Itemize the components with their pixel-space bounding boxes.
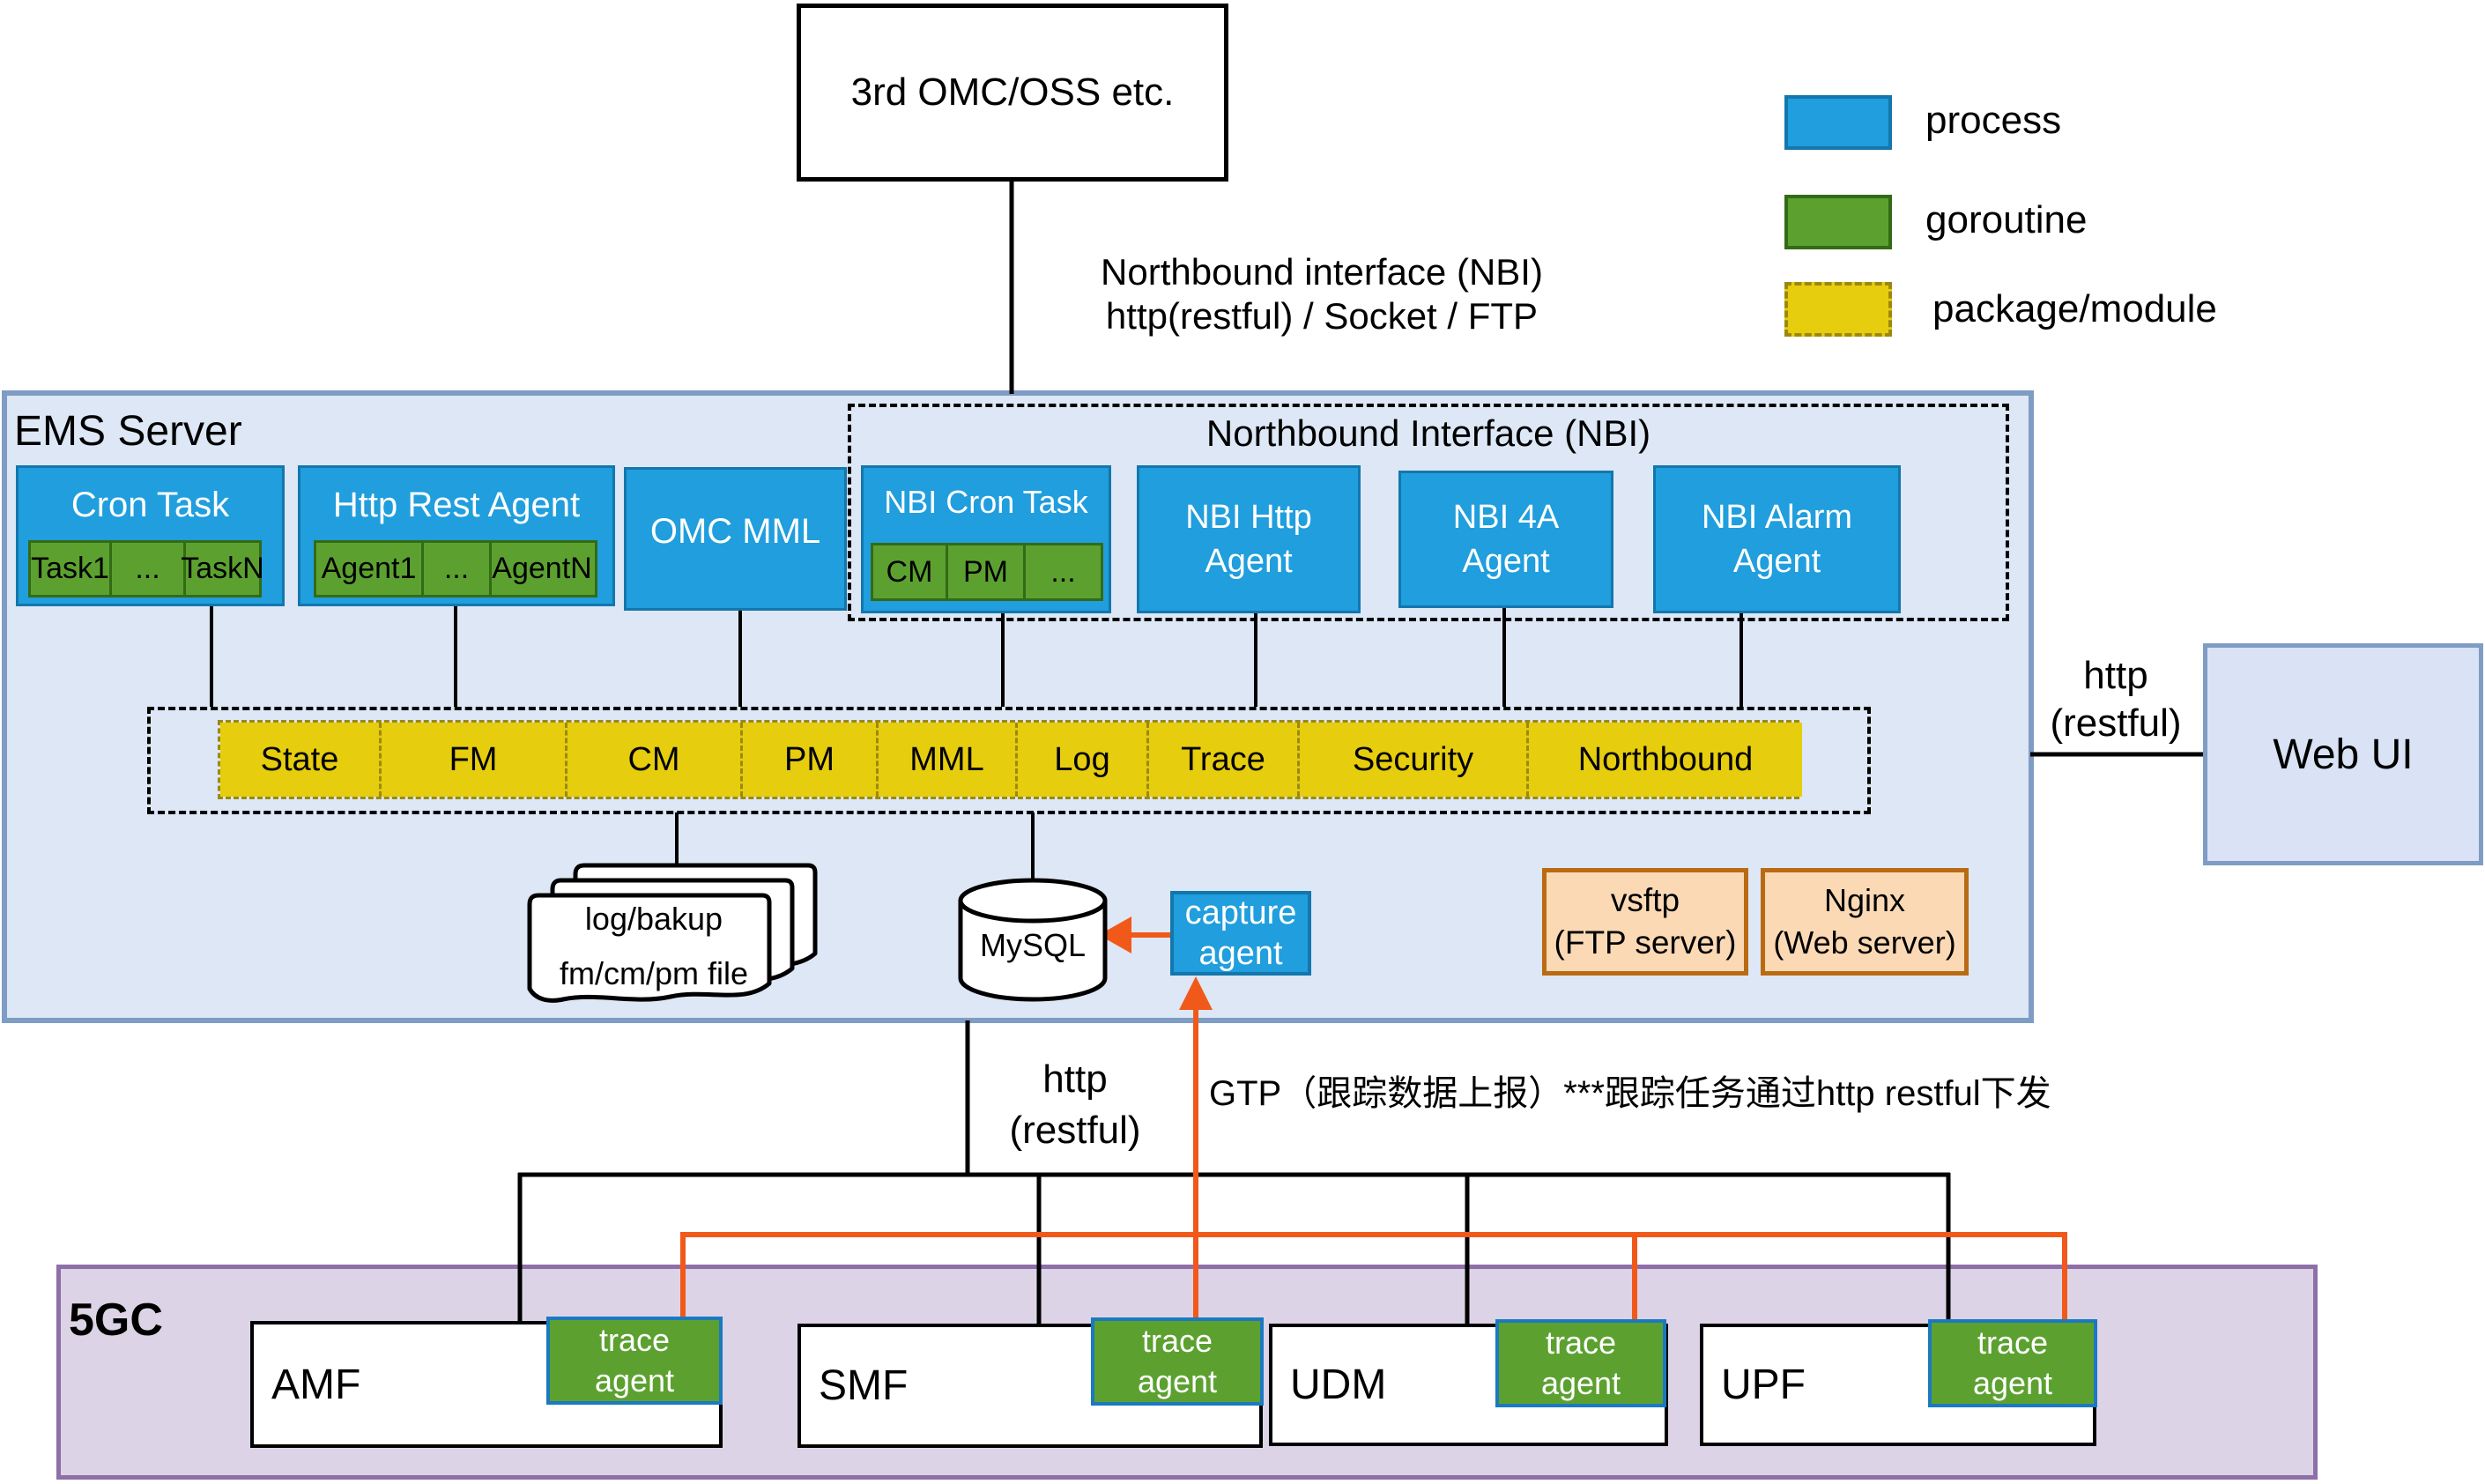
web-ui-label: Web UI xyxy=(2273,731,2414,778)
smf-label: SMF xyxy=(819,1362,909,1409)
legend-process-label: process xyxy=(1925,99,2062,142)
package-module-row: State FM CM PM MML Log Trace Security No… xyxy=(218,720,1802,799)
legend-package-swatch xyxy=(1784,282,1892,337)
pm-cell: PM xyxy=(946,545,1023,598)
ems-server-title: EMS Server xyxy=(14,408,242,455)
mysql-database-icon xyxy=(958,878,1108,1002)
capture-agent-box: capture agent xyxy=(1170,891,1311,976)
cron-task-goroutines: Task1 ... TaskN xyxy=(28,540,264,597)
omc-mml-title: OMC MML xyxy=(649,512,821,551)
nbi-http-agent-box: NBI Http Agent xyxy=(1137,465,1361,613)
legend-package-label: package/module xyxy=(1932,287,2217,330)
webui-link-label: http (restful) xyxy=(2050,654,2182,745)
module-mml: MML xyxy=(876,723,1015,797)
module-fm: FM xyxy=(379,723,565,797)
nginx-desc: (Web server) xyxy=(1773,924,1956,961)
udm-trace-agent-label: trace agent xyxy=(1540,1324,1621,1401)
module-security: Security xyxy=(1297,723,1526,797)
amf-trace-agent-label: trace agent xyxy=(594,1322,675,1399)
nbi-ellipsis-cell: ... xyxy=(1023,545,1101,598)
nbi-link-label-line2: http(restful) / Socket / FTP xyxy=(1105,295,1539,337)
legend-goroutine-swatch xyxy=(1784,195,1892,249)
module-state: State xyxy=(220,723,379,797)
vsftp-box: vsftp (FTP server) xyxy=(1542,868,1748,976)
cron-task-title: Cron Task xyxy=(70,486,230,524)
http-rest-agent-title: Http Rest Agent xyxy=(332,486,581,524)
vsftp-name: vsftp xyxy=(1610,882,1680,918)
nbi-http-agent-label: NBI Http Agent xyxy=(1185,499,1312,580)
third-party-omc-oss-box: 3rd OMC/OSS etc. xyxy=(797,4,1228,182)
nbi-dashed-container xyxy=(848,404,2009,621)
omc-mml-box: OMC MML xyxy=(624,467,847,611)
upf-label: UPF xyxy=(1721,1362,1806,1408)
web-ui-box: Web UI xyxy=(2203,643,2483,865)
capture-agent-label: capture agent xyxy=(1184,894,1297,972)
package-row-dashed-container xyxy=(147,707,1871,814)
nbi-4a-agent-label: NBI 4A Agent xyxy=(1452,499,1560,580)
taskn-cell: TaskN xyxy=(181,543,264,595)
module-northbound: Northbound xyxy=(1526,723,1802,797)
module-trace: Trace xyxy=(1146,723,1297,797)
nbi-alarm-agent-label: NBI Alarm Agent xyxy=(1701,499,1853,580)
third-party-omc-oss-label: 3rd OMC/OSS etc. xyxy=(850,70,1175,114)
nbi-alarm-agent-box: NBI Alarm Agent xyxy=(1653,465,1901,613)
task-ellipsis-cell: ... xyxy=(109,543,183,595)
file-stack-icon xyxy=(527,863,818,1003)
module-cm: CM xyxy=(565,723,740,797)
nbi-link-label: Northbound interface (NBI) http(restful)… xyxy=(1049,250,1595,338)
legend-goroutine-label: goroutine xyxy=(1925,198,2088,241)
agentn-cell: AgentN xyxy=(489,543,592,595)
amf-label: AMF xyxy=(271,1361,361,1408)
gtp-label: GTP（跟踪数据上报）***跟踪任务通过http restful下发 xyxy=(1209,1074,2051,1113)
module-pm: PM xyxy=(740,723,876,797)
fivegc-title: 5GC xyxy=(69,1295,163,1346)
legend-process-swatch xyxy=(1784,95,1892,150)
nginx-box: Nginx (Web server) xyxy=(1761,868,1969,976)
nbi-cron-task-goroutines: CM PM ... xyxy=(871,543,1103,601)
south-http-label: http (restful) xyxy=(1009,1057,1141,1152)
module-log: Log xyxy=(1015,723,1146,797)
vsftp-desc: (FTP server) xyxy=(1554,924,1737,961)
http-rest-agent-goroutines: Agent1 ... AgentN xyxy=(314,540,597,597)
agent-ellipsis-cell: ... xyxy=(421,543,489,595)
mysql-label: MySQL xyxy=(979,927,1087,963)
nginx-name: Nginx xyxy=(1823,882,1906,918)
smf-trace-agent-box: trace agent xyxy=(1091,1317,1264,1406)
upf-trace-agent-label: trace agent xyxy=(1972,1324,2053,1401)
file-stack-label-line2: fm/cm/pm file xyxy=(559,955,748,991)
nbi-group-title: Northbound Interface (NBI) xyxy=(1205,412,1651,454)
amf-trace-agent-box: trace agent xyxy=(546,1317,723,1405)
nbi-link-label-line1: Northbound interface (NBI) xyxy=(1101,251,1543,293)
udm-label: UDM xyxy=(1290,1362,1387,1408)
nbi-4a-agent-box: NBI 4A Agent xyxy=(1398,471,1613,608)
file-stack-label-line1: log/bakup xyxy=(584,901,723,937)
smf-trace-agent-label: trace agent xyxy=(1137,1323,1218,1399)
cm-cell: CM xyxy=(873,545,946,598)
udm-trace-agent-box: trace agent xyxy=(1495,1319,1666,1407)
agent1-cell: Agent1 xyxy=(316,543,421,595)
upf-trace-agent-box: trace agent xyxy=(1928,1319,2097,1407)
nbi-cron-task-title: NBI Cron Task xyxy=(884,484,1088,520)
task1-cell: Task1 xyxy=(31,543,109,595)
